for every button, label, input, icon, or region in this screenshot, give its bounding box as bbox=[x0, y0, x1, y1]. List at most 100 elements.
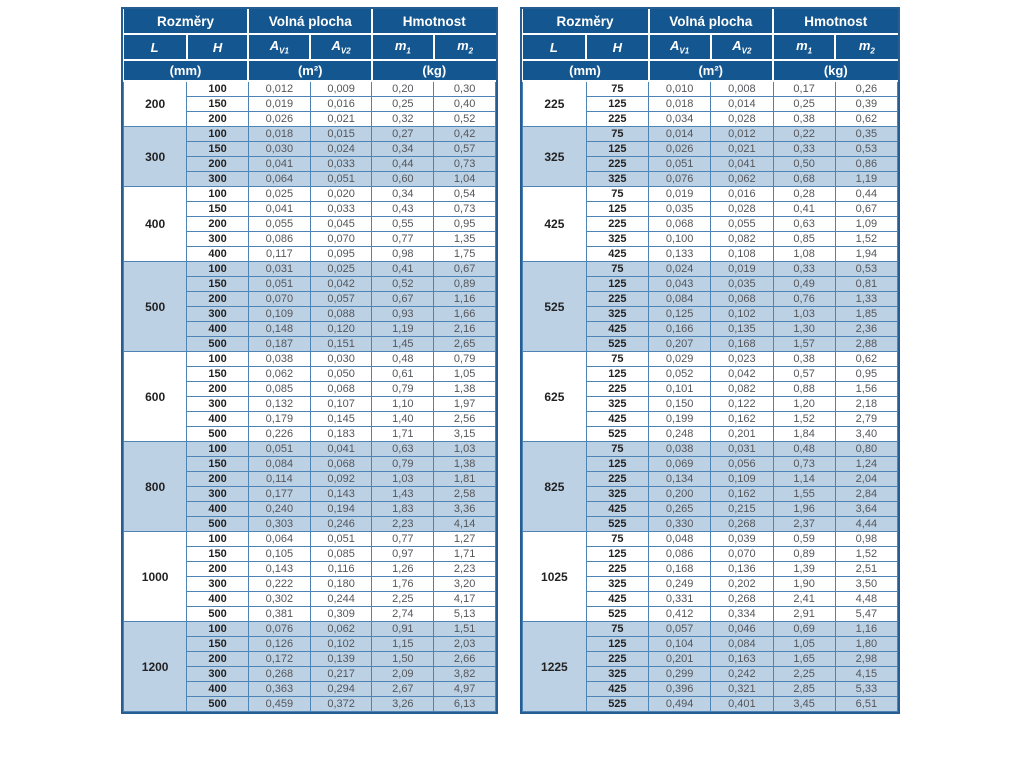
mass-m1-cell: 0,41 bbox=[371, 261, 435, 277]
table-row: 225 0,101 0,082 0,88 1,56 bbox=[523, 381, 899, 397]
area-av1-cell: 0,019 bbox=[647, 186, 712, 202]
area-av1-cell: 0,248 bbox=[647, 426, 712, 442]
area-av1-cell: 0,070 bbox=[247, 291, 311, 307]
area-av2-cell: 0,062 bbox=[710, 171, 774, 187]
dimension-L-cell: 800 bbox=[122, 441, 188, 532]
area-av2-cell: 0,033 bbox=[309, 201, 373, 217]
dimension-L-cell: 525 bbox=[522, 261, 587, 352]
mass-m1-cell: 0,27 bbox=[371, 126, 435, 142]
area-av1-cell: 0,084 bbox=[247, 456, 311, 472]
mass-m2-cell: 4,14 bbox=[433, 516, 496, 532]
mass-m1-cell: 1,08 bbox=[772, 246, 836, 262]
mass-m2-cell: 2,98 bbox=[834, 651, 899, 667]
area-av2-cell: 0,246 bbox=[309, 516, 373, 532]
area-av2-cell: 0,068 bbox=[309, 381, 373, 397]
mass-m2-cell: 2,04 bbox=[834, 471, 899, 487]
area-av1-cell: 0,134 bbox=[647, 471, 712, 487]
area-av2-cell: 0,116 bbox=[309, 561, 373, 577]
area-av1-cell: 0,034 bbox=[647, 111, 712, 127]
dimension-L-cell: 300 bbox=[122, 126, 188, 187]
area-av2-cell: 0,068 bbox=[309, 456, 373, 472]
table-row: 425 0,133 0,108 1,08 1,94 bbox=[523, 246, 899, 262]
mass-m2-cell: 1,97 bbox=[433, 396, 496, 412]
mass-m2-cell: 0,86 bbox=[834, 156, 899, 172]
dimension-H-cell: 200 bbox=[186, 156, 249, 172]
area-av1-cell: 0,105 bbox=[247, 546, 311, 562]
area-av1-cell: 0,104 bbox=[647, 636, 712, 652]
header-volna-plocha: Volná plocha bbox=[247, 9, 372, 35]
mass-m1-cell: 1,57 bbox=[772, 336, 836, 352]
mass-m2-cell: 2,84 bbox=[834, 486, 899, 502]
dimension-H-cell: 125 bbox=[585, 201, 650, 217]
area-av1-cell: 0,038 bbox=[647, 441, 712, 457]
mass-m2-cell: 0,62 bbox=[834, 111, 899, 127]
area-av2-cell: 0,016 bbox=[710, 186, 774, 202]
mass-m2-cell: 0,80 bbox=[834, 441, 899, 457]
area-av2-cell: 0,108 bbox=[710, 246, 774, 262]
dimension-H-cell: 200 bbox=[186, 111, 249, 127]
area-av2-cell: 0,215 bbox=[710, 501, 774, 517]
mass-m2-cell: 1,52 bbox=[834, 546, 899, 562]
area-av2-cell: 0,109 bbox=[710, 471, 774, 487]
mass-m2-cell: 0,42 bbox=[433, 126, 496, 142]
dimension-H-cell: 525 bbox=[585, 696, 650, 712]
dimension-H-cell: 225 bbox=[585, 561, 650, 577]
mass-m1-cell: 0,61 bbox=[371, 366, 435, 382]
area-av1-cell: 0,084 bbox=[647, 291, 712, 307]
area-av2-cell: 0,012 bbox=[710, 126, 774, 142]
mass-m2-cell: 0,44 bbox=[834, 186, 899, 202]
area-av2-cell: 0,268 bbox=[710, 591, 774, 607]
area-av2-cell: 0,162 bbox=[710, 486, 774, 502]
area-av2-cell: 0,244 bbox=[309, 591, 373, 607]
dimension-H-cell: 225 bbox=[585, 471, 650, 487]
area-av2-cell: 0,082 bbox=[710, 231, 774, 247]
area-av1-cell: 0,062 bbox=[247, 366, 311, 382]
area-av1-cell: 0,064 bbox=[247, 531, 311, 547]
area-av2-cell: 0,309 bbox=[309, 606, 373, 622]
mass-m2-cell: 1,52 bbox=[834, 231, 899, 247]
dimension-H-cell: 125 bbox=[585, 96, 650, 112]
mass-m2-cell: 3,50 bbox=[834, 576, 899, 592]
mass-m2-cell: 2,23 bbox=[433, 561, 496, 577]
mass-m1-cell: 0,73 bbox=[772, 456, 836, 472]
mass-m1-cell: 0,93 bbox=[371, 306, 435, 322]
area-av2-cell: 0,021 bbox=[710, 141, 774, 157]
table-row: 325 0,100 0,082 0,85 1,52 bbox=[523, 231, 899, 247]
area-av2-cell: 0,145 bbox=[309, 411, 373, 427]
table-row: 325 0,200 0,162 1,55 2,84 bbox=[523, 486, 899, 502]
mass-m1-cell: 2,74 bbox=[371, 606, 435, 622]
area-av2-cell: 0,057 bbox=[309, 291, 373, 307]
area-av2-cell: 0,030 bbox=[309, 351, 373, 367]
dimension-L-cell: 1225 bbox=[522, 621, 587, 712]
table-row: 525 75 0,024 0,019 0,33 0,53 bbox=[522, 261, 899, 352]
area-av1-cell: 0,086 bbox=[647, 546, 712, 562]
table-row: 225 0,168 0,136 1,39 2,51 bbox=[523, 561, 899, 577]
mass-m2-cell: 1,24 bbox=[834, 456, 899, 472]
mass-m1-cell: 0,60 bbox=[371, 171, 435, 187]
label-V2-sub: V2 bbox=[340, 46, 351, 56]
table-row: 500 0,226 0,183 1,71 3,15 bbox=[124, 426, 496, 442]
dimension-L-cell: 825 bbox=[522, 441, 587, 532]
mass-m2-cell: 5,13 bbox=[433, 606, 496, 622]
area-av1-cell: 0,068 bbox=[647, 216, 712, 232]
dimension-H-cell: 300 bbox=[186, 486, 249, 502]
area-av1-cell: 0,076 bbox=[247, 621, 311, 637]
mass-m1-cell: 0,67 bbox=[371, 291, 435, 307]
mass-m2-cell: 0,52 bbox=[433, 111, 496, 127]
dimension-H-cell: 150 bbox=[186, 546, 249, 562]
table-row: 225 0,134 0,109 1,14 2,04 bbox=[523, 471, 899, 487]
dimension-H-cell: 200 bbox=[186, 561, 249, 577]
area-av1-cell: 0,025 bbox=[247, 186, 311, 202]
mass-m1-cell: 0,33 bbox=[772, 261, 836, 277]
table-row: 225 0,084 0,068 0,76 1,33 bbox=[523, 291, 899, 307]
table-row: 150 0,062 0,050 0,61 1,05 bbox=[124, 366, 496, 382]
dimension-H-cell: 300 bbox=[186, 171, 249, 187]
area-av1-cell: 0,201 bbox=[647, 651, 712, 667]
label-A2: A bbox=[331, 38, 341, 54]
mass-m2-cell: 0,79 bbox=[433, 351, 496, 367]
header-L: L bbox=[522, 34, 587, 61]
dimension-H-cell: 425 bbox=[585, 681, 650, 697]
table-row: 300 0,222 0,180 1,76 3,20 bbox=[124, 576, 496, 592]
table-row: 400 0,240 0,194 1,83 3,36 bbox=[124, 501, 496, 517]
mass-m1-cell: 0,52 bbox=[371, 276, 435, 292]
